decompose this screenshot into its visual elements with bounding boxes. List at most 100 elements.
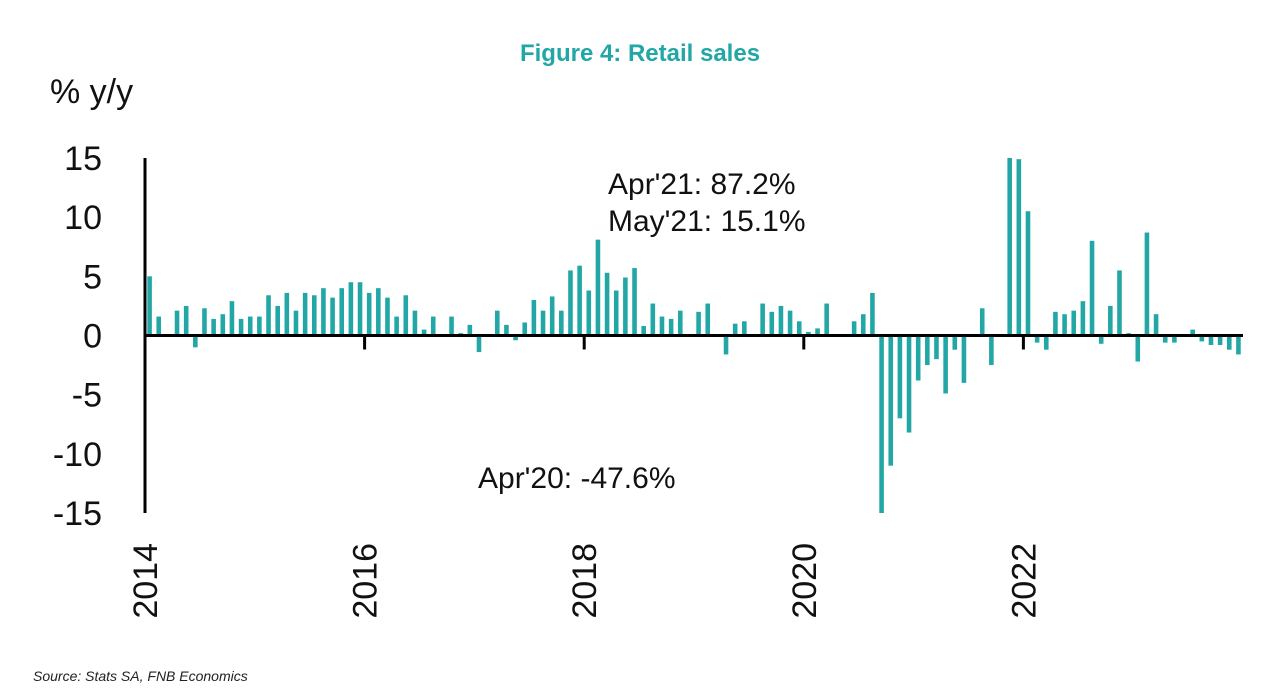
y-tick-labels: 15 10 5 0 -5 -10 -15 [53,140,102,533]
bar [531,300,537,336]
bar [174,310,180,336]
x-tick-label: 2020 [786,543,824,619]
bar [357,282,363,336]
source-note: Source: Stats SA, FNB Economics [33,668,248,684]
annotation-apr20: Apr'20: -47.6% [478,462,676,495]
bar [632,268,637,336]
bar [870,292,875,336]
y-axis-label: % y/y [50,73,133,111]
bar [568,270,573,336]
bar [787,310,793,336]
bar [1007,158,1012,336]
bar [376,288,381,336]
bar [879,335,884,513]
bar [888,335,894,466]
bar [321,288,326,336]
bar [403,295,409,336]
bar [559,310,564,336]
bar [522,322,528,336]
bar [1071,310,1077,336]
axes [143,158,1243,513]
annotations: Apr'21: 87.2% May'21: 15.1% Apr'20: -47.… [478,168,806,495]
bar [1062,314,1067,336]
bar [513,335,518,341]
bar [806,331,811,336]
bar [1034,335,1040,343]
bar [1098,335,1104,344]
x-tick-label: 2022 [1005,543,1043,619]
y-tick-label: -15 [53,495,102,533]
bar [1172,335,1177,343]
bar [238,318,244,336]
bar [1053,311,1058,336]
bar [147,276,152,336]
bar [613,290,619,336]
bar [366,292,372,336]
bar [824,303,829,336]
bar [851,321,857,336]
bar [641,326,646,336]
bar [229,301,235,336]
chart-title: Figure 4: Retail sales [519,40,761,67]
y-tick-label: -10 [53,436,102,474]
bar [952,335,958,350]
bar [202,308,207,336]
x-tick-label: 2018 [566,543,604,619]
bar [211,318,216,336]
bar [311,295,317,336]
bar [925,335,930,366]
bar [1135,335,1141,362]
bar [412,310,418,336]
annotation-may21: May'21: 15.1% [608,205,806,238]
bar [449,316,454,336]
bar [1208,335,1214,345]
bar [1043,335,1049,350]
bar [943,335,948,394]
bar [760,303,765,336]
bar [705,303,711,336]
bars [147,158,1241,513]
bar [385,297,390,336]
y-tick-label: -5 [72,377,102,415]
bar [1236,335,1241,355]
bar [1117,270,1122,336]
bar [339,288,345,336]
bar [394,316,399,336]
bar [577,265,582,336]
bar [330,297,335,336]
bar [1016,159,1022,336]
bar [742,321,747,336]
bar [650,303,656,336]
y-tick-label: 5 [83,258,102,296]
bar [677,310,683,336]
bar [897,335,903,419]
bar [1089,240,1095,336]
bar [732,323,738,336]
bar [284,292,290,336]
bar [467,324,473,336]
bar [494,310,500,336]
bar [540,310,546,336]
bar [696,311,701,336]
bar [476,335,482,353]
y-tick-label: 10 [64,199,102,237]
bar [915,335,921,381]
bar [796,321,802,336]
bar [961,335,967,383]
bar [183,305,189,336]
bar [1199,335,1205,342]
bar [604,272,610,336]
bar [723,335,729,355]
bar [595,239,601,336]
bar [257,316,262,336]
bar [906,335,912,433]
bar [549,296,555,336]
x-tick-label: 2014 [127,543,165,619]
bar [156,316,162,336]
x-tick-labels: 2014 2016 2018 2020 2022 [127,543,1043,619]
bar [348,282,354,336]
bar [623,277,628,336]
bar [668,318,674,336]
bar [586,290,592,336]
